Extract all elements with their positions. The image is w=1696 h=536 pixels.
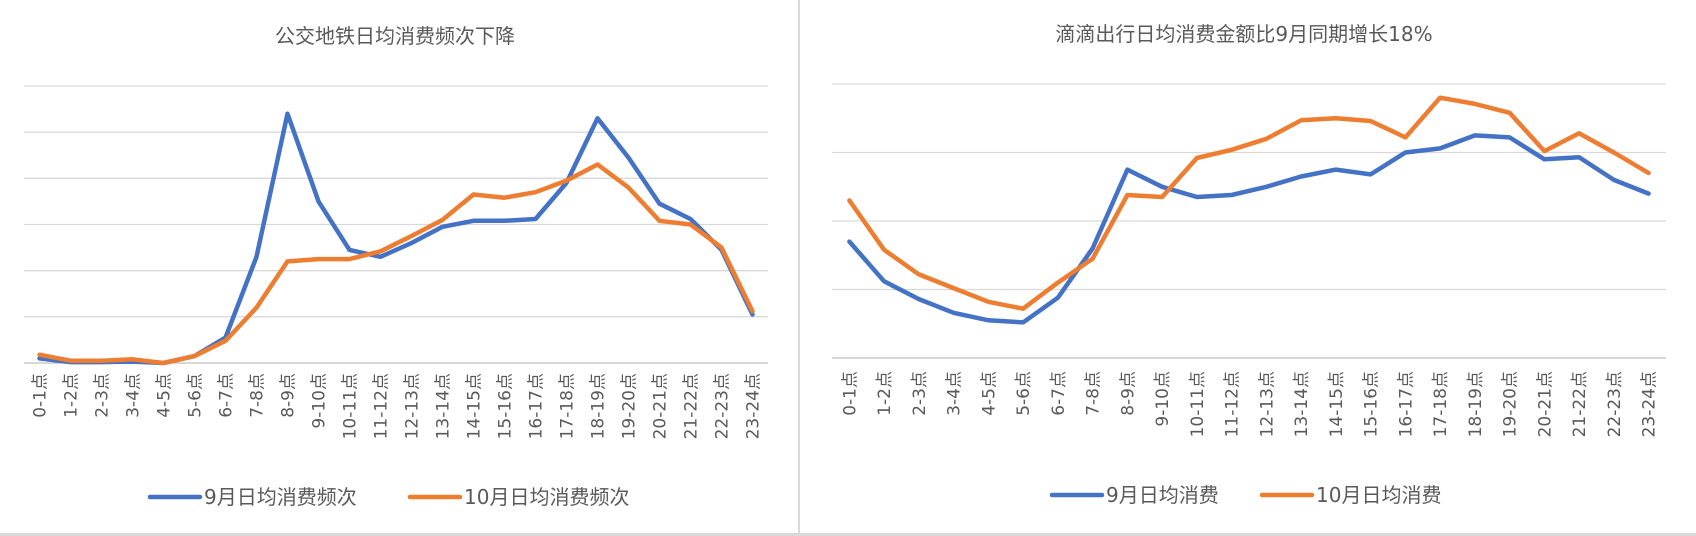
legend-label: 10月日均消费 <box>1316 483 1441 507</box>
x-tick-label: 18-19点 <box>589 373 609 439</box>
x-tick-label: 18-19点 <box>1466 371 1486 437</box>
series-line-september <box>37 111 755 366</box>
x-tick-label: 13-14点 <box>1292 371 1312 437</box>
x-tick-label: 21-22点 <box>682 373 702 439</box>
x-tick-label: 9-10点 <box>310 373 330 429</box>
x-tick-label: 9-10点 <box>1153 371 1173 427</box>
x-tick-label: 1-2点 <box>875 371 895 416</box>
x-tick-label: 16-17点 <box>527 373 547 439</box>
x-tick-label: 2-3点 <box>910 371 930 416</box>
x-tick-label: 5-6点 <box>186 373 206 418</box>
x-tick-label: 20-21点 <box>651 373 671 439</box>
x-tick-label: 4-5点 <box>155 373 175 418</box>
legend-label: 10月日均消费频次 <box>464 485 629 509</box>
x-tick-label: 2-3点 <box>93 373 113 418</box>
x-tick-label: 6-7点 <box>1049 371 1069 416</box>
x-tick-label: 10-11点 <box>341 373 361 439</box>
legend-label: 9月日均消费频次 <box>204 485 357 509</box>
x-tick-label: 19-20点 <box>620 373 640 439</box>
x-tick-label: 21-22点 <box>1570 371 1590 437</box>
x-tick-label: 16-17点 <box>1396 371 1416 437</box>
x-tick-label: 15-16点 <box>1362 371 1382 437</box>
x-tick-label: 14-15点 <box>1327 371 1347 437</box>
x-tick-label: 12-13点 <box>1257 371 1277 437</box>
x-tick-label: 14-15点 <box>465 373 485 439</box>
chart-title: 公交地铁日均消费频次下降 <box>275 24 515 48</box>
x-tick-label: 3-4点 <box>945 371 965 416</box>
x-tick-label: 17-18点 <box>1431 371 1451 437</box>
x-tick-label: 12-13点 <box>403 373 423 439</box>
x-tick-label: 10-11点 <box>1188 371 1208 437</box>
x-tick-label: 23-24点 <box>744 373 764 439</box>
x-tick-label: 8-9点 <box>1118 371 1138 416</box>
series-line-october <box>847 95 1651 311</box>
x-tick-label: 8-9点 <box>279 373 299 418</box>
chart-title: 滴滴出行日均消费金额比9月同期增长18% <box>1055 22 1432 46</box>
bus-subway-chart-panel: 公交地铁日均消费频次下降 0-1点 1-2点 2-3点 3-4点 4-5点 5-6点 6-7点… <box>0 0 798 536</box>
bus-subway-chart: 公交地铁日均消费频次下降 0-1点 1-2点 2-3点 3-4点 4-5点 5-6点 6-7点… <box>24 24 768 509</box>
bottom-border <box>0 533 1696 536</box>
x-tick-label: 3-4点 <box>124 373 144 418</box>
x-tick-label: 23-24点 <box>1640 371 1660 437</box>
x-tick-label: 1-2点 <box>62 373 82 418</box>
x-tick-label: 11-12点 <box>372 373 392 439</box>
x-tick-label: 5-6点 <box>1014 371 1034 416</box>
x-tick-label: 15-16点 <box>496 373 516 439</box>
series-line-september <box>847 133 1651 325</box>
x-tick-label: 0-1点 <box>840 371 860 416</box>
x-tick-label: 17-18点 <box>558 373 578 439</box>
legend-label: 9月日均消费 <box>1106 483 1219 507</box>
x-tick-label: 20-21点 <box>1535 371 1555 437</box>
panel-divider <box>798 0 801 536</box>
x-tick-label: 19-20点 <box>1501 371 1521 437</box>
didi-chart: 滴滴出行日均消费金额比9月同期增长18% 0-1点 1-2点 2-3点 3-4点 4-5点… <box>832 22 1666 507</box>
x-tick-label: 7-8点 <box>248 373 268 418</box>
x-tick-label: 11-12点 <box>1223 371 1243 437</box>
x-tick-label: 7-8点 <box>1084 371 1104 416</box>
x-tick-label: 0-1点 <box>31 373 51 418</box>
x-tick-label: 4-5点 <box>979 371 999 416</box>
x-tick-label: 22-23点 <box>1605 371 1625 437</box>
x-tick-label: 13-14点 <box>434 373 454 439</box>
x-tick-label: 22-23点 <box>713 373 733 439</box>
series-line-october <box>37 162 755 366</box>
didi-chart-panel: 滴滴出行日均消费金额比9月同期增长18% 0-1点 1-2点 2-3点 3-4点 4-5点… <box>800 0 1696 536</box>
x-tick-label: 6-7点 <box>217 373 237 418</box>
